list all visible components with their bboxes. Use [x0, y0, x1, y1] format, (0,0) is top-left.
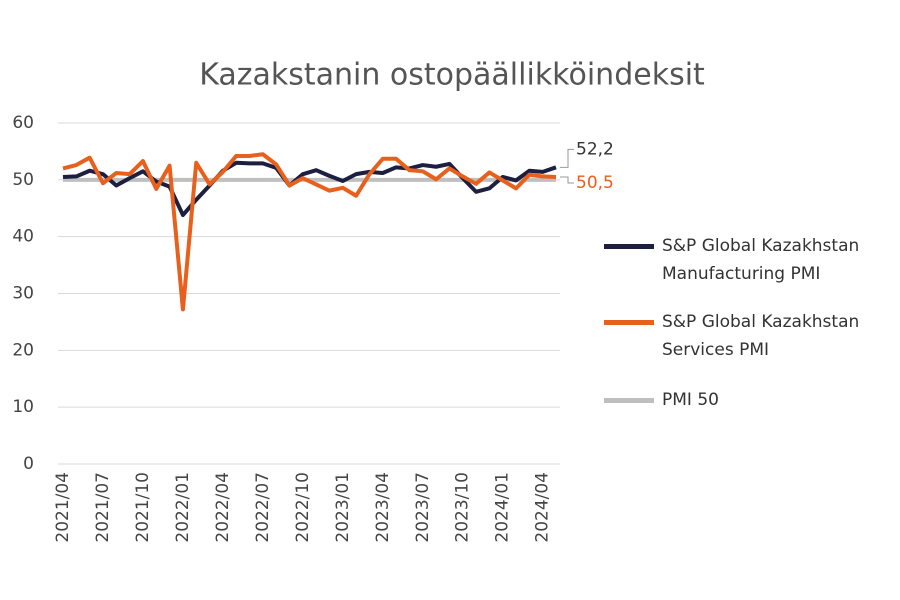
x-tick-label: 2022/04 — [213, 472, 233, 543]
legend-entry: S&P Global Kazakhstan Services PMI — [604, 308, 894, 364]
y-tick-label: 30 — [12, 284, 34, 304]
y-tick-label: 40 — [12, 227, 34, 247]
legend-swatch — [604, 398, 654, 403]
y-tick-label: 60 — [12, 113, 34, 133]
legend-entry: PMI 50 — [604, 386, 894, 414]
legend-swatch — [604, 320, 654, 325]
x-tick-label: 2024/04 — [533, 472, 553, 543]
series-line — [62, 152, 557, 312]
legend-label: PMI 50 — [662, 390, 719, 410]
x-tick-label: 2022/07 — [253, 472, 273, 543]
value-label: 50,5 — [576, 173, 614, 193]
y-tick-label: 0 — [23, 454, 34, 474]
x-tick-label: 2023/04 — [373, 472, 393, 543]
legend-swatch — [604, 244, 654, 249]
x-tick-label: 2024/01 — [493, 472, 513, 543]
x-tick-label: 2023/10 — [453, 472, 473, 543]
series-line — [62, 160, 557, 218]
leader-line — [560, 148, 574, 168]
y-tick-label: 10 — [12, 397, 34, 417]
x-tick-label: 2023/01 — [333, 472, 353, 543]
x-tick-label: 2021/10 — [133, 472, 153, 543]
legend-label: S&P Global Kazakhstan Manufacturing PMI — [662, 236, 860, 284]
legend-label: S&P Global Kazakhstan Services PMI — [662, 312, 860, 360]
x-tick-label: 2022/01 — [173, 472, 193, 543]
x-tick-label: 2021/04 — [53, 472, 73, 543]
y-tick-label: 50 — [12, 170, 34, 190]
x-tick-label: 2023/07 — [413, 472, 433, 543]
x-tick-label: 2021/07 — [93, 472, 113, 543]
value-label: 52,2 — [576, 139, 614, 159]
x-tick-label: 2022/10 — [293, 472, 313, 543]
chart-title: Kazakstanin ostopäällikköindeksit — [199, 58, 705, 93]
legend-entry: S&P Global Kazakhstan Manufacturing PMI — [604, 232, 894, 288]
leader-line — [560, 176, 574, 184]
y-tick-label: 20 — [12, 340, 34, 360]
